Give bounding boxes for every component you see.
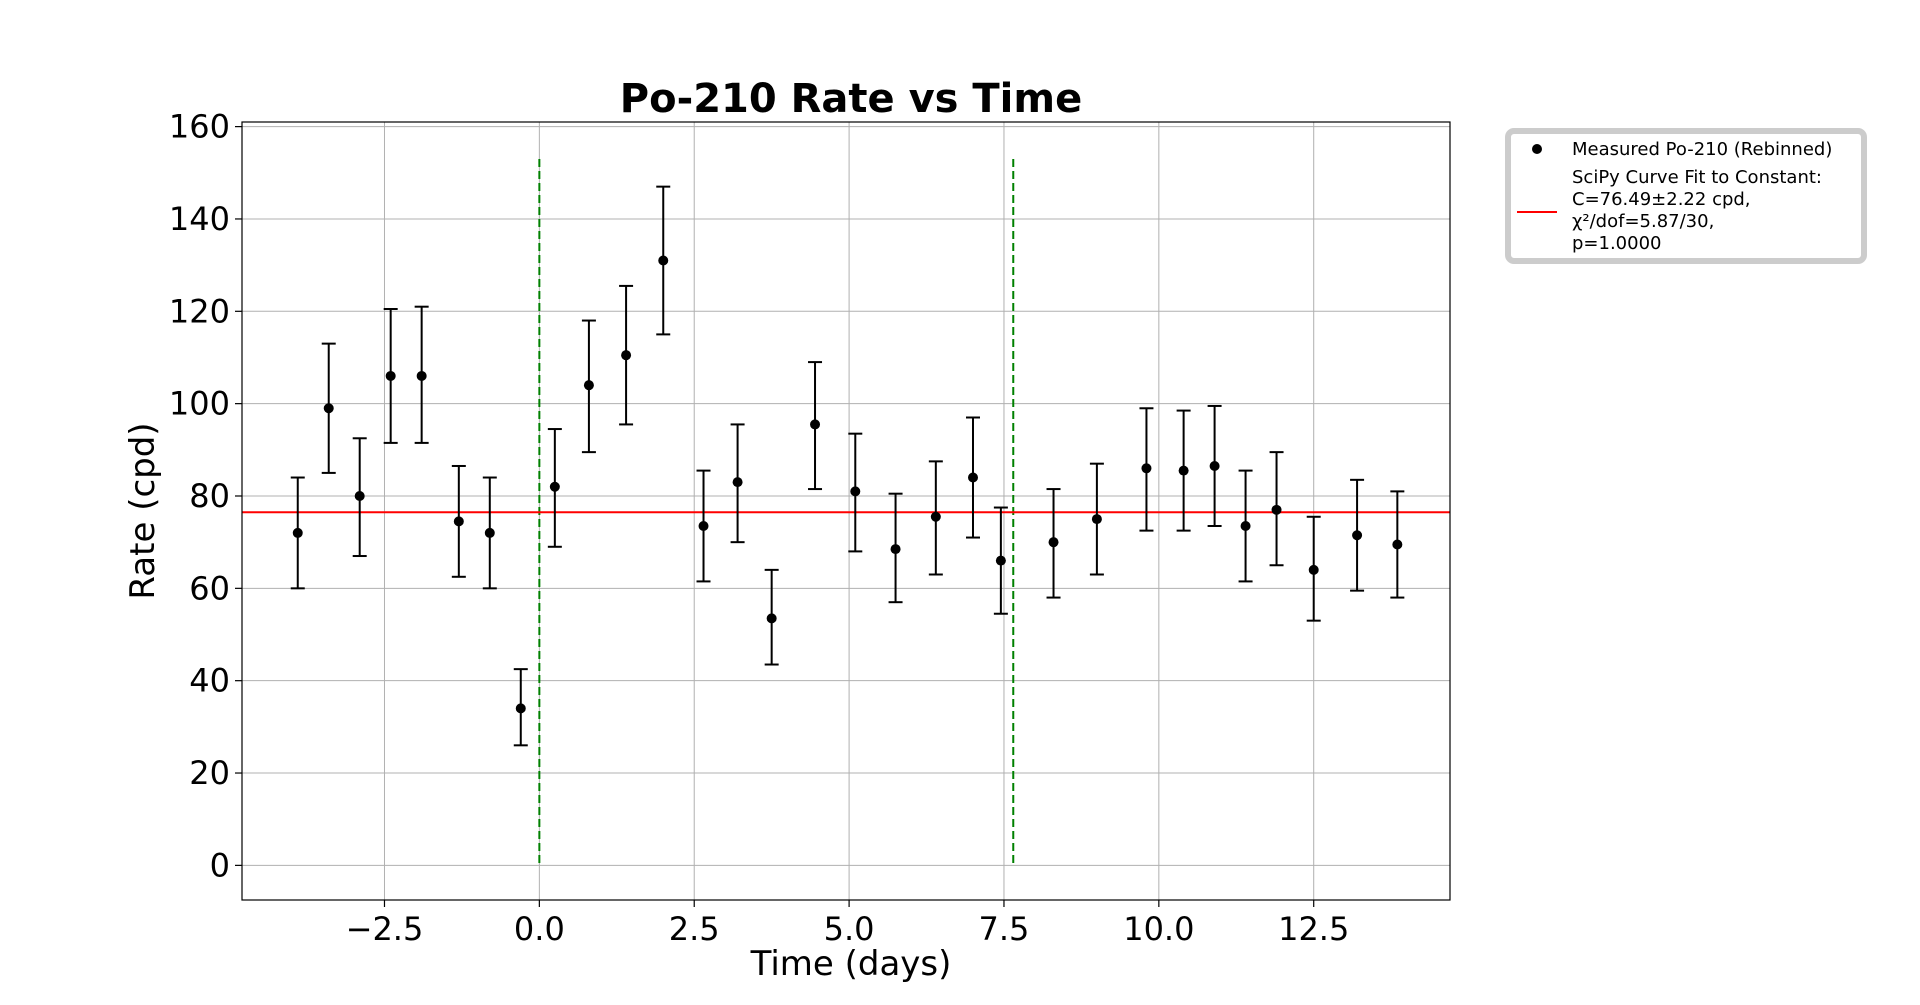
data-point	[1141, 463, 1152, 474]
legend-marker-measured	[1532, 144, 1542, 154]
data-point	[1392, 539, 1403, 550]
data-point	[453, 516, 464, 527]
legend: Measured Po-210 (Rebinned) SciPy Curve F…	[1505, 128, 1867, 264]
data-point	[850, 486, 861, 497]
data-point	[583, 380, 594, 391]
data-point	[1048, 537, 1059, 548]
data-point	[890, 544, 901, 555]
y-tick-label: 120	[169, 292, 230, 330]
data-point	[1178, 465, 1189, 476]
data-point	[621, 350, 632, 361]
y-tick-label: 100	[169, 385, 230, 423]
data-point	[549, 481, 560, 492]
x-tick-label: 12.5	[1278, 910, 1349, 948]
legend-label-fit-line: C=76.49±2.22 cpd,	[1572, 189, 1751, 210]
x-axis-label: Time (days)	[750, 944, 952, 984]
y-tick-label: 40	[189, 662, 230, 700]
x-tick-label: 7.5	[979, 910, 1030, 948]
y-tick-label: 60	[189, 569, 230, 607]
y-tick-label: 20	[189, 754, 230, 792]
grid	[242, 122, 1450, 900]
data-point	[385, 370, 396, 381]
legend-label-fit-line: χ²/dof=5.87/30,	[1572, 211, 1714, 232]
data-point	[515, 703, 526, 714]
data-point	[1352, 530, 1363, 541]
x-tick-label: 5.0	[824, 910, 875, 948]
data-point	[292, 527, 303, 538]
data-point	[810, 419, 821, 430]
data-point	[1091, 514, 1102, 525]
y-tick-label: 160	[169, 108, 230, 146]
legend-label-fit: SciPy Curve Fit to Constant: C=76.49±2.22…	[1572, 167, 1822, 254]
y-tick-label: 0	[210, 846, 230, 884]
x-tick-label: −2.5	[346, 910, 424, 948]
legend-box	[1505, 128, 1867, 264]
y-tick-label: 140	[169, 200, 230, 238]
data-point	[930, 511, 941, 522]
data-point	[484, 527, 495, 538]
data-point	[1240, 521, 1251, 532]
axis-ticks: −2.5 0.0 2.5 5.0 7.5 10.0 12.5 0 20 40 60 80 100 120 1…	[169, 108, 1349, 948]
legend-label-fit-line: SciPy Curve Fit to Constant:	[1572, 167, 1822, 188]
x-tick-label: 2.5	[669, 910, 720, 948]
legend-label-measured: Measured Po-210 (Rebinned)	[1572, 139, 1832, 160]
data-point	[354, 490, 365, 501]
y-axis-label: Rate (cpd)	[123, 422, 163, 599]
data-point	[658, 255, 669, 266]
y-tick-label: 80	[189, 477, 230, 515]
data-point	[323, 403, 334, 414]
data-point	[995, 555, 1006, 566]
data-point	[732, 477, 743, 488]
x-tick-label: 0.0	[514, 910, 565, 948]
plot-data	[242, 158, 1450, 866]
data-point	[1209, 460, 1220, 471]
data-point	[698, 521, 709, 532]
data-point	[967, 472, 978, 483]
chart-title: Po-210 Rate vs Time	[620, 76, 1082, 122]
x-tick-label: 10.0	[1123, 910, 1194, 948]
data-point	[416, 370, 427, 381]
data-point	[1271, 504, 1282, 515]
data-point	[766, 613, 777, 624]
legend-label-fit-line: p=1.0000	[1572, 233, 1662, 254]
data-point	[1308, 564, 1319, 575]
plot-frame	[241, 121, 1451, 901]
